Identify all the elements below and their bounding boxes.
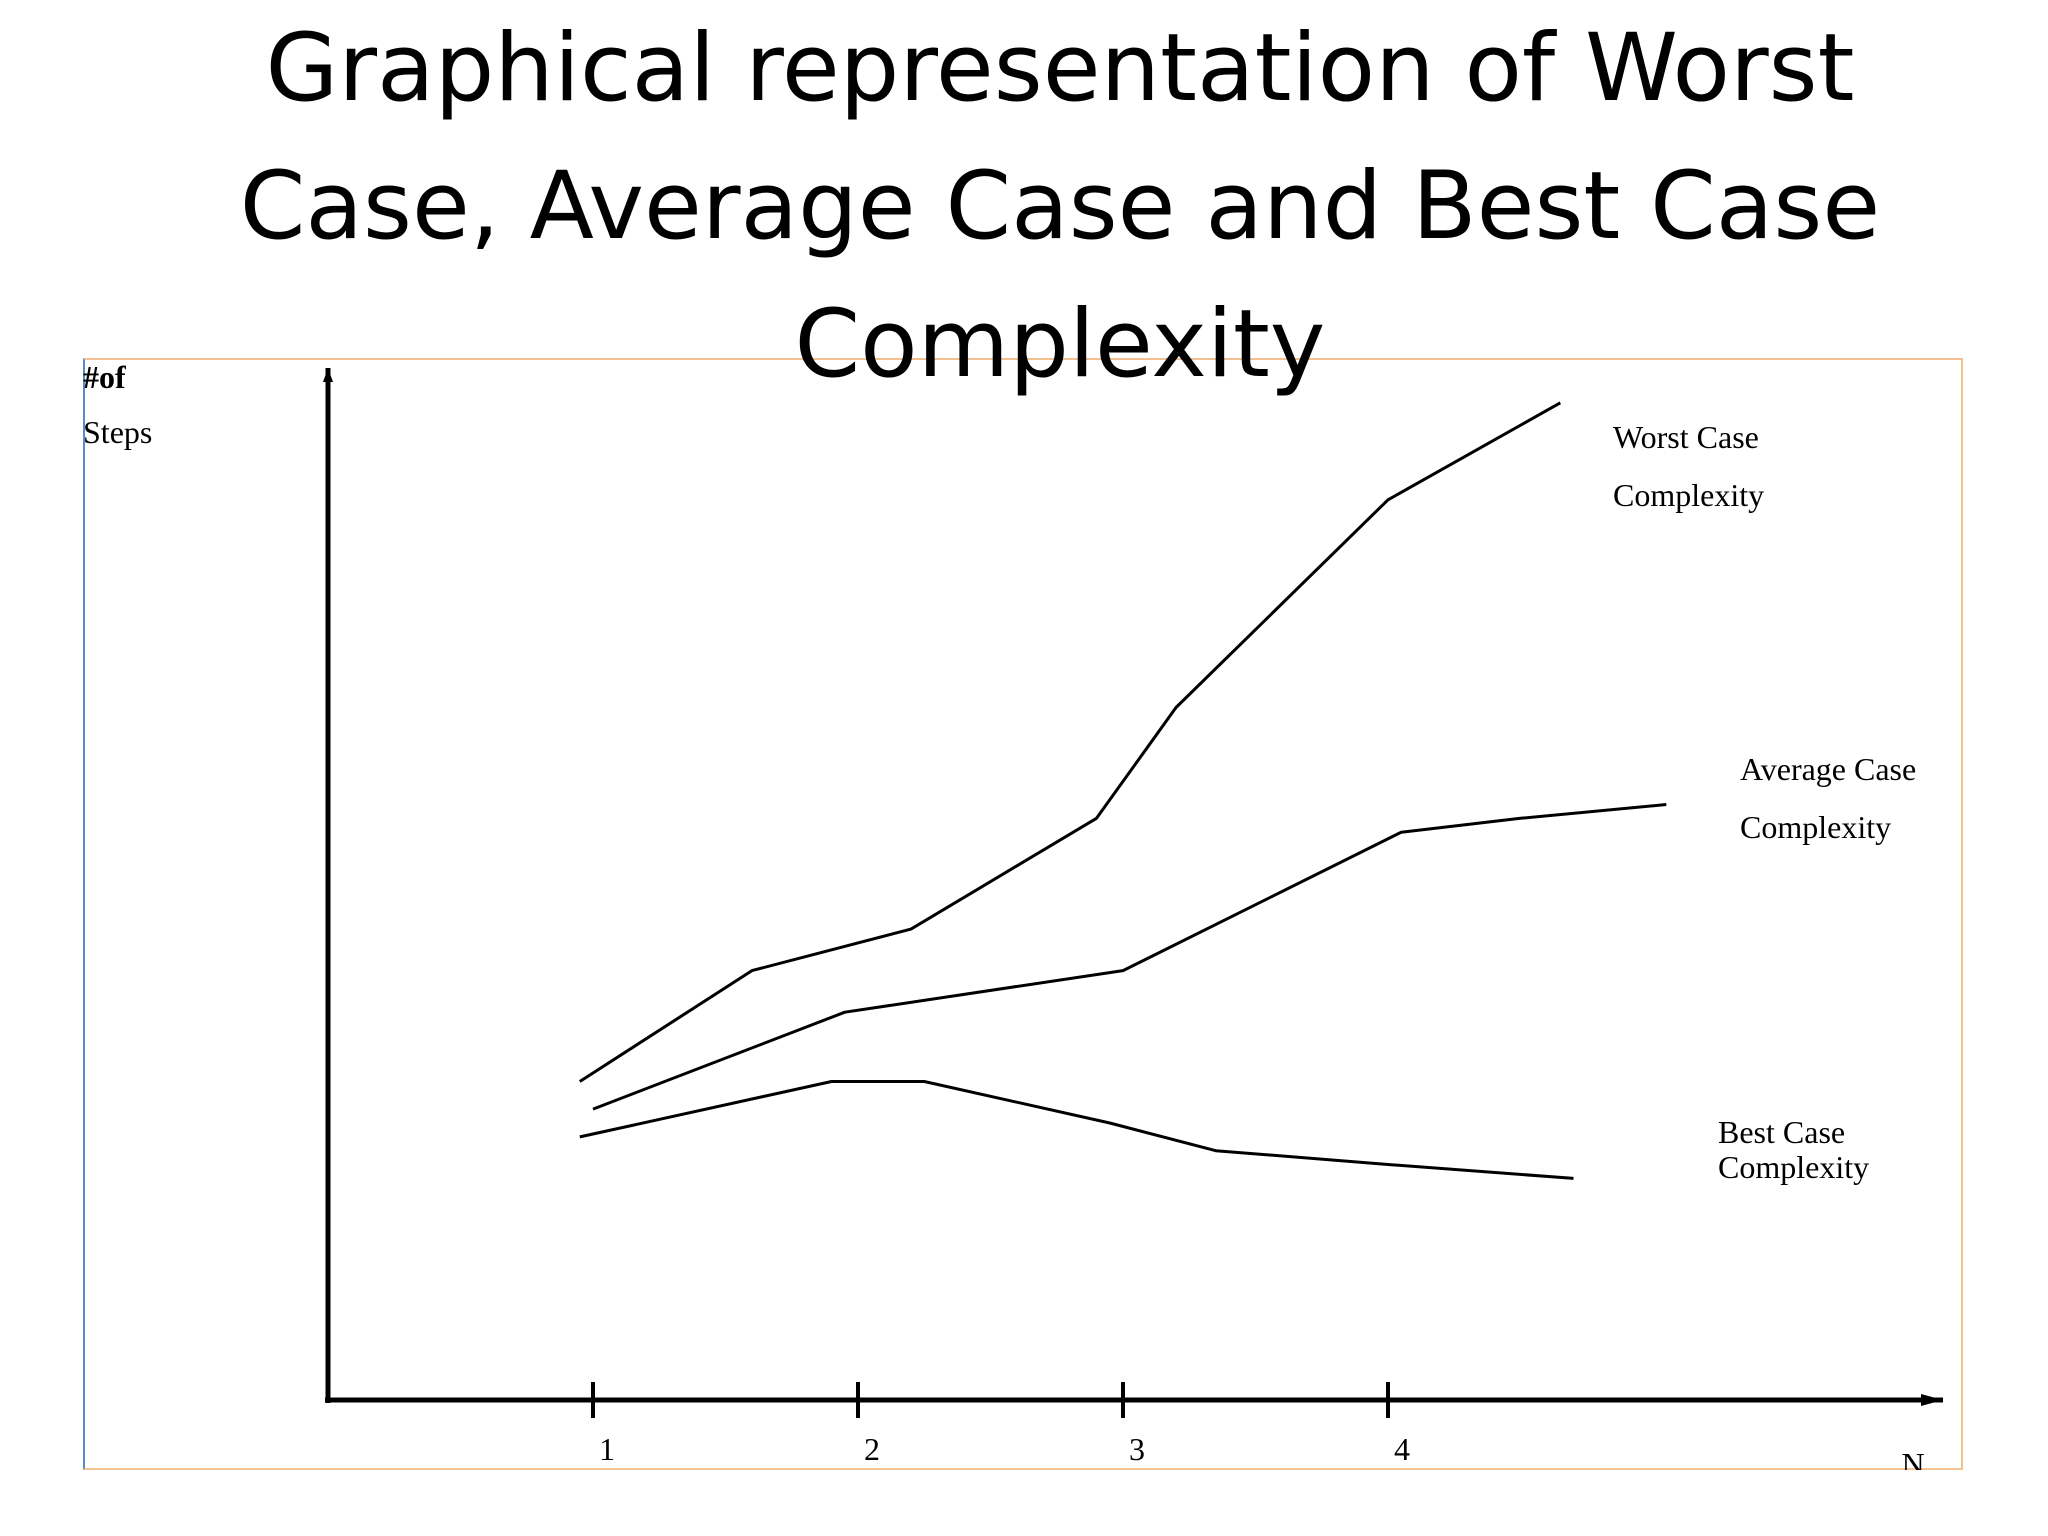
chart-frame bbox=[83, 358, 1963, 1470]
y-axis-arrow bbox=[323, 368, 333, 382]
x-tick-label: 1 bbox=[599, 1431, 615, 1467]
chart-axes bbox=[323, 368, 1943, 1406]
x-axis-arrow bbox=[1921, 1394, 1943, 1406]
y-axis-label: Steps bbox=[83, 414, 152, 450]
worst-case-legend-label: Complexity bbox=[1613, 477, 1764, 513]
x-tick-label: 2 bbox=[864, 1431, 880, 1467]
x-axis-label: N bbox=[1901, 1446, 1924, 1470]
slide-title: Graphical representation of Worst Case, … bbox=[239, 14, 1881, 399]
chart-labels: #of Steps N Worst Case Complexity Average Cas… bbox=[83, 359, 1925, 1470]
x-tick-label: 3 bbox=[1129, 1431, 1145, 1467]
complexity-chart: 1 2 3 4 #of Steps N Worst Case Complexity Averag… bbox=[83, 359, 1943, 1470]
average-case-legend-label: Complexity bbox=[1740, 809, 1891, 845]
best-case-series-line bbox=[579, 1080, 1574, 1180]
average-case-legend-label: Average Case bbox=[1740, 751, 1916, 787]
chart-series bbox=[578, 401, 1667, 1180]
worst-case-series-line bbox=[578, 401, 1562, 1083]
average-case-series-line bbox=[592, 803, 1667, 1111]
worst-case-legend-label: Worst Case bbox=[1613, 419, 1759, 455]
x-tick-label: 4 bbox=[1394, 1431, 1410, 1467]
best-case-legend-label: Complexity bbox=[1718, 1149, 1869, 1185]
best-case-legend-label: Best Case bbox=[1718, 1114, 1845, 1150]
y-axis-label: #of bbox=[83, 359, 126, 395]
x-ticks: 1 2 3 4 bbox=[591, 1382, 1410, 1467]
